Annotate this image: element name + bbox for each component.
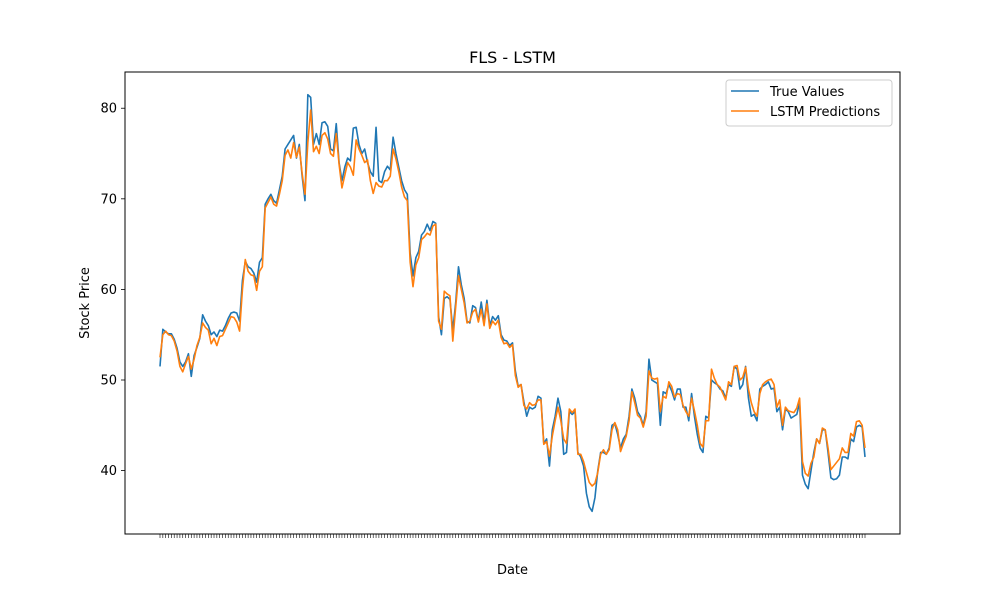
legend-frame bbox=[725, 79, 893, 127]
x-axis-label: Date bbox=[497, 563, 528, 578]
y-axis-label: Stock Price bbox=[78, 267, 93, 339]
series-line-lstm-predictions bbox=[159, 109, 866, 487]
plot-area: 40 50 60 70 80 bbox=[100, 71, 901, 538]
legend-label-true-values: True Values bbox=[769, 85, 844, 100]
y-tick-label: 70 bbox=[100, 192, 117, 207]
y-tick-label: 80 bbox=[100, 102, 117, 117]
legend: True Values LSTM Predictions bbox=[725, 79, 893, 127]
y-axis: 40 50 60 70 80 bbox=[100, 102, 125, 479]
series-lines bbox=[159, 93, 866, 513]
y-tick-label: 40 bbox=[100, 464, 117, 479]
y-tick-label: 60 bbox=[100, 283, 117, 298]
legend-label-lstm-predictions: LSTM Predictions bbox=[770, 105, 880, 120]
x-axis bbox=[159, 534, 866, 538]
chart-title: FLS - LSTM bbox=[469, 48, 556, 67]
y-tick-label: 50 bbox=[100, 374, 117, 389]
